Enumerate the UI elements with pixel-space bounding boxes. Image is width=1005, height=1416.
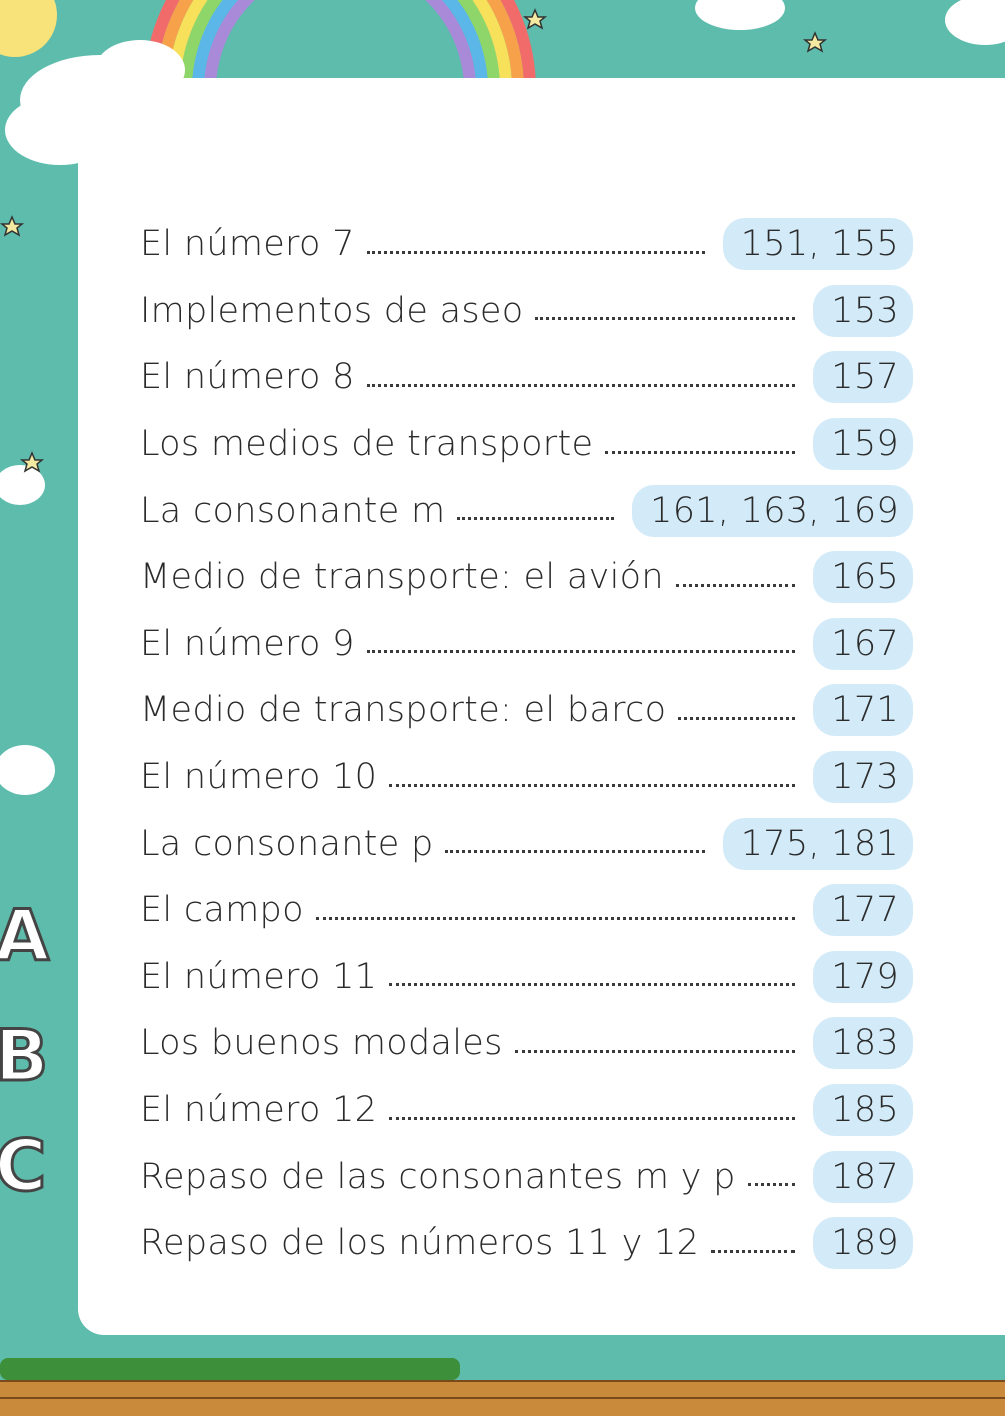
toc-entry: Medio de transporte: el avión 165 [140,544,913,611]
toc-entry: El número 12 185 [140,1077,913,1144]
page-numbers: 173 [813,751,913,804]
toc-entry: Medio de transporte: el barco 171 [140,677,913,744]
entry-title: El número 10 [140,757,378,798]
svg-text:B: B [0,1015,48,1097]
toc-entry: El número 8 157 [140,344,913,411]
entry-title: Medio de transporte: el barco [140,690,667,731]
page-numbers: 177 [813,884,913,937]
dot-leader [675,583,796,587]
page-numbers: 153 [813,284,913,337]
toc-entry: La consonante p 175, 181 [140,810,913,877]
toc-entry: Implementos de aseo 153 [140,278,913,345]
page-numbers: 167 [813,617,913,670]
dot-leader [445,850,705,854]
entry-title: Los medios de transporte [140,424,594,465]
entry-title: El número 12 [140,1090,378,1131]
page-numbers: 183 [813,1017,913,1070]
toc-entry: El número 7 151, 155 [140,211,913,278]
sun [0,0,57,57]
toc-entry: Repaso de las consonantes m y p 187 [140,1143,913,1210]
table-of-contents: El número 7 151, 155 Implementos de aseo 15… [140,211,913,1277]
dot-leader [366,650,796,654]
dot-leader [457,517,615,521]
page-numbers: 151, 155 [722,218,913,271]
dot-leader [678,716,796,720]
page-numbers: 179 [813,950,913,1003]
toc-entry: El número 10 173 [140,744,913,811]
entry-title: La consonante p [140,823,434,864]
page-numbers: 185 [813,1084,913,1137]
dot-leader [747,1183,796,1187]
rainbow [144,0,536,91]
dot-leader [366,383,796,387]
stars [0,8,828,473]
toc-entry: El número 11 179 [140,944,913,1011]
toc-entry: La consonante m 161, 163, 169 [140,477,913,544]
entry-title: Medio de transporte: el avión [140,557,664,598]
bushes [0,1358,460,1380]
entry-title: La consonante m [140,490,446,531]
entry-title: El número 9 [140,623,355,664]
dot-leader [315,916,796,920]
dot-leader [711,1249,796,1253]
entry-title: El número 8 [140,357,355,398]
dot-leader [389,783,796,787]
entry-title: Los buenos modales [140,1023,503,1064]
dot-leader [366,250,705,254]
page-numbers: 157 [813,351,913,404]
toc-entry: Repaso de los números 11 y 12 189 [140,1210,913,1277]
entry-title: El número 11 [140,956,378,997]
page-numbers: 187 [813,1150,913,1203]
page-numbers: 159 [813,418,913,471]
dot-leader [514,1049,796,1053]
entry-title: Implementos de aseo [140,290,524,331]
page-numbers: 189 [813,1217,913,1270]
toc-entry: Los medios de transporte 159 [140,411,913,478]
entry-title: Repaso de las consonantes m y p [140,1156,736,1197]
toc-entry: El campo 177 [140,877,913,944]
page-numbers: 161, 163, 169 [632,484,913,537]
page-numbers: 165 [813,551,913,604]
svg-text:A: A [0,895,49,977]
entry-title: Repaso de los números 11 y 12 [140,1223,700,1264]
brick-lines [0,1380,1005,1399]
dot-leader [389,1116,796,1120]
abc-letters: ABC [0,894,51,1209]
page-numbers: 171 [813,684,913,737]
dot-leader [605,450,796,454]
page-numbers: 175, 181 [722,817,913,870]
dot-leader [389,983,796,987]
entry-title: El campo [140,890,304,931]
toc-entry: Los buenos modales 183 [140,1010,913,1077]
entry-title: El número 7 [140,224,355,265]
toc-entry: El número 9 167 [140,611,913,678]
svg-text:C: C [0,1125,46,1207]
dot-leader [535,317,796,321]
